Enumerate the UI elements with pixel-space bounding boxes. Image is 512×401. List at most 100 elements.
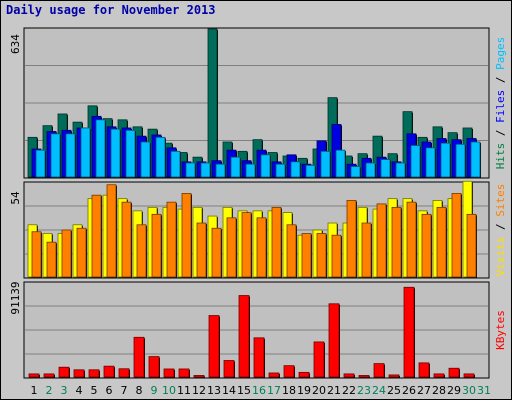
- bar-kbytes-day-25: [388, 374, 400, 378]
- bar-sites-day-29: [451, 193, 462, 278]
- bar-sites-day-12: [196, 222, 207, 278]
- panel-side-legend: Hits / Files / Pages: [494, 37, 507, 170]
- legend-entry: Pages: [494, 37, 507, 70]
- bar-sites-day-6: [106, 184, 117, 278]
- bar-sites-day-5: [91, 194, 102, 278]
- day-label-11: 11: [177, 384, 191, 397]
- day-label-18: 18: [282, 384, 296, 397]
- bar-kbytes-day-8: [133, 336, 145, 378]
- bar-kbytes-day-9: [148, 356, 160, 378]
- day-label-28: 28: [432, 384, 446, 397]
- bar-sites-day-25: [391, 206, 402, 278]
- bar-pages-day-12: [200, 162, 211, 178]
- bar-kbytes-day-18: [283, 365, 295, 378]
- bar-kbytes-day-20: [313, 341, 325, 378]
- day-label-3: 3: [61, 384, 68, 397]
- legend-entry: KBytes: [494, 310, 507, 350]
- bar-sites-day-10: [166, 201, 177, 278]
- bar-sites-day-22: [346, 200, 357, 278]
- bar-kbytes-day-26: [403, 286, 415, 378]
- bar-pages-day-16: [260, 154, 271, 178]
- panel-side-legend: Visits / Sites: [494, 184, 507, 277]
- day-label-1: 1: [31, 384, 38, 397]
- day-label-12: 12: [192, 384, 206, 397]
- bar-pages-day-29: [455, 143, 466, 178]
- bar-kbytes-day-5: [88, 369, 100, 378]
- bar-pages-day-17: [275, 163, 286, 178]
- bar-pages-day-19: [305, 164, 316, 178]
- day-label-15: 15: [237, 384, 251, 397]
- bar-sites-day-7: [121, 201, 132, 278]
- bar-sites-day-1: [31, 231, 42, 278]
- bar-sites-day-11: [181, 193, 192, 278]
- bar-kbytes-day-1: [28, 373, 40, 378]
- legend-entry: /: [494, 70, 507, 90]
- bar-kbytes-day-10: [163, 368, 175, 378]
- bar-kbytes-day-21: [328, 303, 340, 378]
- bar-sites-day-14: [226, 217, 237, 278]
- legend-entry: /: [494, 123, 507, 143]
- legend-entry: Visits: [494, 237, 507, 277]
- bar-pages-day-5: [95, 119, 106, 178]
- bar-kbytes-day-11: [178, 368, 190, 378]
- bar-sites-day-20: [316, 233, 327, 278]
- bar-kbytes-day-27: [418, 362, 430, 378]
- bar-sites-day-2: [46, 241, 57, 278]
- bar-pages-day-25: [395, 162, 406, 178]
- bar-kbytes-day-30: [463, 373, 475, 378]
- day-label-29: 29: [447, 384, 461, 397]
- bar-kbytes-day-6: [103, 365, 115, 378]
- bar-kbytes-day-28: [433, 373, 445, 378]
- bar-pages-day-9: [155, 136, 166, 178]
- chart-title: Daily usage for November 2013: [6, 3, 216, 17]
- day-label-10: 10: [162, 384, 176, 397]
- bar-pages-day-6: [110, 128, 121, 178]
- bar-kbytes-day-19: [298, 371, 310, 378]
- day-label-22: 22: [342, 384, 356, 397]
- bar-sites-day-13: [211, 227, 222, 278]
- bar-sites-day-24: [376, 203, 387, 278]
- panel-max-label: 54: [9, 191, 22, 205]
- bar-pages-day-7: [125, 129, 136, 178]
- bar-sites-day-23: [361, 222, 372, 278]
- bar-kbytes-day-22: [343, 373, 355, 378]
- bar-pages-day-10: [170, 150, 181, 178]
- bar-pages-day-15: [245, 163, 256, 178]
- bar-kbytes-day-29: [448, 367, 460, 378]
- day-label-14: 14: [222, 384, 236, 397]
- bar-pages-day-27: [425, 147, 436, 178]
- day-label-30: 30: [462, 384, 476, 397]
- bar-pages-day-3: [65, 133, 76, 178]
- bar-sites-day-30: [466, 213, 477, 278]
- day-label-26: 26: [402, 384, 416, 397]
- panel-side-legend: KBytes: [494, 310, 507, 350]
- day-label-27: 27: [417, 384, 431, 397]
- bar-sites-day-17: [271, 206, 282, 278]
- bar-sites-day-21: [331, 234, 342, 278]
- bar-kbytes-day-23: [358, 375, 370, 378]
- day-label-31: 31: [477, 384, 491, 397]
- bar-sites-day-8: [136, 224, 147, 278]
- day-label-23: 23: [357, 384, 371, 397]
- day-label-19: 19: [297, 384, 311, 397]
- day-label-7: 7: [121, 384, 128, 397]
- bar-pages-day-21: [335, 149, 346, 178]
- bar-pages-day-13: [215, 163, 226, 178]
- day-label-8: 8: [136, 384, 143, 397]
- bar-kbytes-day-12: [193, 375, 205, 378]
- day-label-16: 16: [252, 384, 266, 397]
- bar-kbytes-day-17: [268, 372, 280, 378]
- bar-kbytes-day-24: [373, 363, 385, 378]
- bar-pages-day-23: [365, 162, 376, 178]
- day-label-17: 17: [267, 384, 281, 397]
- bar-sites-day-28: [436, 206, 447, 278]
- legend-entry: /: [494, 217, 507, 237]
- bar-pages-day-30: [470, 141, 481, 178]
- day-label-25: 25: [387, 384, 401, 397]
- panel-max-label: 634: [9, 34, 22, 54]
- bar-pages-day-2: [50, 133, 61, 178]
- bar-kbytes-day-16: [253, 337, 265, 378]
- bar-pages-day-11: [185, 162, 196, 178]
- bar-kbytes-day-4: [73, 369, 85, 378]
